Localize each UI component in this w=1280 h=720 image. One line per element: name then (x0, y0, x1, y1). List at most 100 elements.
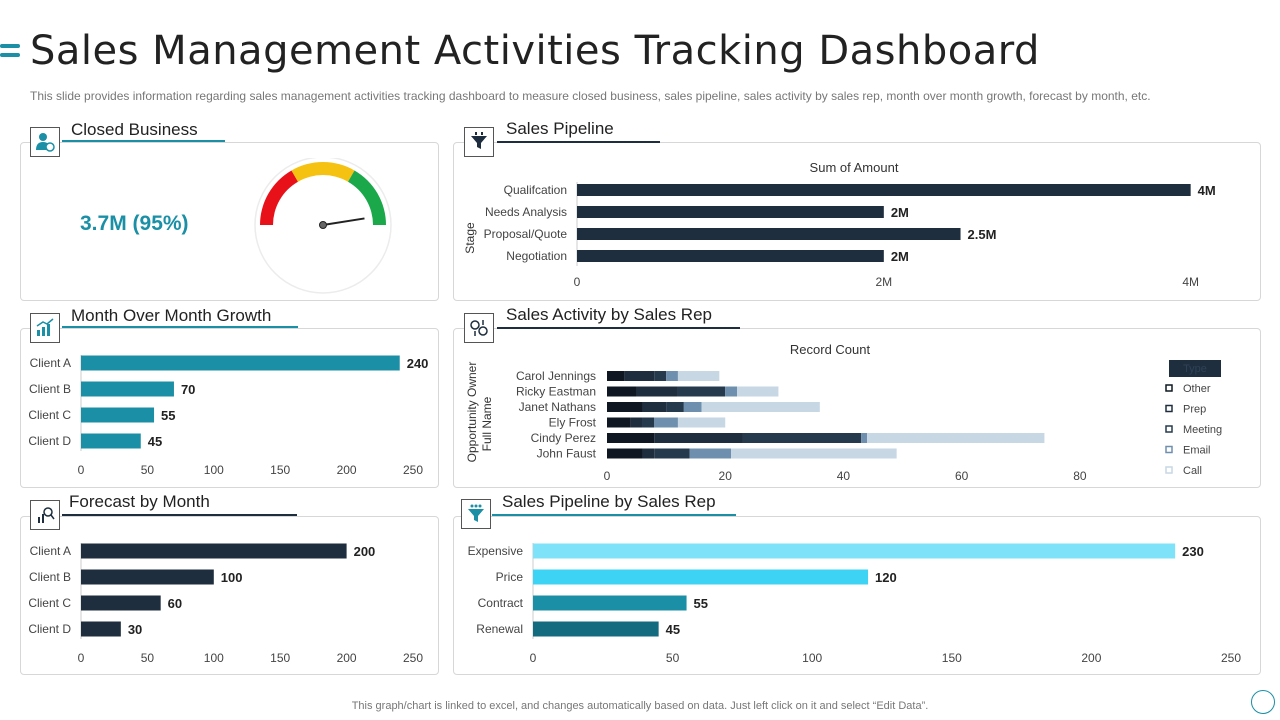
stacked-bar-segment (642, 402, 667, 412)
category-label: Client D (28, 434, 71, 448)
tick-label: 60 (955, 469, 969, 483)
category-label: Expensive (468, 544, 524, 558)
activity-panel (453, 328, 1261, 488)
tick-label: 0 (574, 275, 581, 289)
category-label: Client B (29, 382, 71, 396)
bar (81, 569, 214, 585)
bar (577, 228, 961, 240)
data-label: 55 (161, 408, 175, 423)
bar (533, 543, 1176, 559)
forecast-underline (62, 514, 297, 516)
stacked-bar-segment (624, 371, 655, 381)
bar (81, 543, 347, 559)
stacked-bar-segment (677, 386, 726, 397)
tick-label: 50 (141, 651, 155, 665)
bar (533, 569, 869, 585)
stacked-bar-segment (742, 433, 862, 443)
tick-label: 20 (719, 469, 733, 483)
sales-pipeline-title: Sales Pipeline (506, 119, 614, 138)
chart-title: Record Count (790, 342, 871, 357)
bar (81, 381, 174, 397)
tick-label: 50 (666, 651, 680, 665)
bar (81, 595, 161, 611)
month-growth-chart: Client A 240 Client B 70 Client C 55 Client D 4… (28, 355, 428, 477)
gauge-band (348, 170, 386, 225)
stacked-bar-segment (654, 417, 678, 428)
tick-label: 150 (270, 651, 290, 665)
closed-business-title: Closed Business (71, 120, 198, 139)
axis-label-y: Stage (463, 222, 477, 254)
tick-label: 200 (1081, 651, 1101, 665)
stacked-bar-segment (642, 448, 655, 459)
legend-header (1169, 360, 1221, 377)
category-label: Client A (30, 356, 71, 370)
stacked-bar-segment (677, 417, 726, 428)
gauge-needle (322, 217, 365, 226)
data-label: 55 (694, 596, 708, 611)
stacked-bar-segment (607, 386, 637, 397)
category-label: Qualifcation (504, 183, 567, 197)
tick-label: 0 (78, 463, 85, 477)
legend-label: Email (1183, 445, 1211, 457)
stacked-bar-segment (666, 402, 684, 412)
stacked-bar-segment (666, 371, 678, 381)
data-label: 230 (1182, 544, 1204, 559)
bar (577, 206, 884, 218)
dollar-exchange-icon (464, 313, 494, 343)
data-label: 60 (168, 596, 182, 611)
tick-label: 250 (1221, 651, 1241, 665)
gauge-band (291, 162, 355, 182)
category-label: Needs Analysis (485, 205, 567, 219)
gauge-band (260, 170, 298, 225)
stacked-bar-segment (737, 386, 779, 397)
legend-label: Call (1183, 465, 1202, 477)
tick-label: 80 (1073, 469, 1087, 483)
pipeline-rep-underline (492, 514, 736, 516)
tick-label: 4M (1182, 275, 1199, 289)
category-label: Cindy Perez (531, 431, 596, 445)
closed-business-gauge (254, 158, 392, 294)
data-label: 45 (148, 434, 162, 449)
tick-label: 2M (875, 275, 892, 289)
month-growth-underline (62, 326, 298, 328)
legend-label: Prep (1183, 404, 1206, 416)
slide-nav-circle[interactable] (1251, 690, 1275, 714)
sales-pipeline-underline (497, 141, 660, 143)
pipeline-rep-chart: Expensive 230 Price 120 Contract 55 Renewal 45 0… (468, 543, 1241, 665)
chart-title: Sum of Amount (810, 160, 899, 175)
stacked-bar-segment (861, 433, 868, 443)
category-label: John Faust (537, 447, 597, 461)
data-label: 30 (128, 622, 142, 637)
closed-business-underline (62, 140, 225, 142)
category-label: Ely Frost (549, 416, 597, 430)
category-label: Client C (28, 596, 71, 610)
activity-title: Sales Activity by Sales Rep (506, 305, 712, 324)
data-label: 2M (891, 205, 909, 220)
data-label: 2.5M (968, 227, 997, 242)
legend-marker (1165, 466, 1173, 474)
stacked-bar-segment (701, 402, 820, 412)
category-label: Proposal/Quote (484, 227, 568, 241)
pipeline-rep-title: Sales Pipeline by Sales Rep (502, 492, 716, 511)
tick-label: 150 (942, 651, 962, 665)
stacked-bar-segment (654, 433, 743, 443)
stacked-bar-segment (654, 448, 690, 459)
tick-label: 50 (141, 463, 155, 477)
category-label: Client D (28, 622, 71, 636)
stacked-bar-segment (689, 448, 732, 459)
legend-marker (1165, 384, 1173, 392)
tick-label: 100 (204, 463, 224, 477)
bar (81, 621, 121, 637)
sales-pipeline-chart: Sum of Amount Stage Qualifcation 4M Needs An… (463, 160, 1216, 289)
stacked-bar-segment (607, 417, 631, 428)
footer-note: This graph/chart is linked to excel, and… (351, 700, 929, 712)
legend-marker (1165, 445, 1173, 454)
forecast-report-icon (30, 500, 60, 530)
data-label: 120 (875, 570, 897, 585)
stacked-bar-segment (867, 433, 1045, 443)
page-title: Sales Management Activities Tracking Das… (30, 28, 1040, 74)
category-label: Price (496, 570, 524, 584)
tick-label: 0 (530, 651, 537, 665)
bar (81, 407, 155, 423)
tick-label: 100 (204, 651, 224, 665)
